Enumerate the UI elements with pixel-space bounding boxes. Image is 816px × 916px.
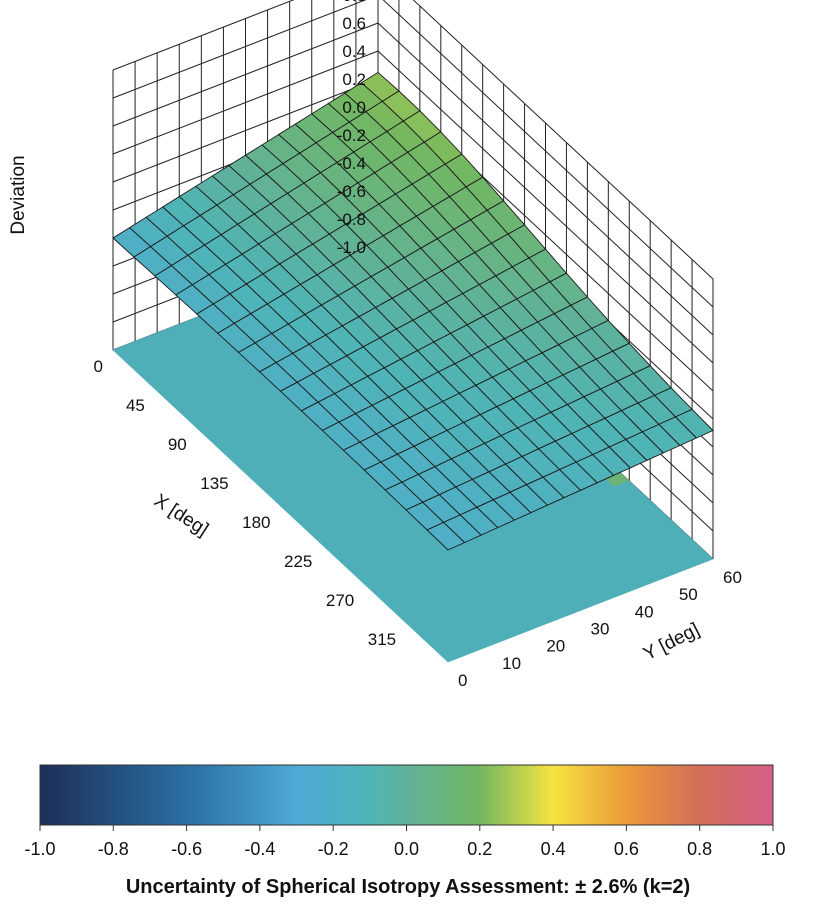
x-tick-label: 0 <box>94 357 103 376</box>
z-tick-label: -1.0 <box>337 238 366 257</box>
z-tick-label: 0.6 <box>342 14 366 33</box>
axis-ticks: 1.00.80.60.40.20.0-0.2-0.4-0.6-0.8-1.004… <box>94 0 742 690</box>
x-tick-label: 180 <box>242 513 270 532</box>
deviation-surface <box>112 71 714 551</box>
z-tick-label: 0.2 <box>342 70 366 89</box>
x-tick-label: 135 <box>200 474 228 493</box>
x-tick-label: 225 <box>284 552 312 571</box>
y-tick-label: 30 <box>591 620 610 639</box>
floor-cell <box>695 549 714 563</box>
colorbar-tick-label: 0.8 <box>687 839 712 859</box>
colorbar-tick-label: -0.4 <box>244 839 275 859</box>
z-axis-label: Deviation <box>8 155 29 234</box>
colorbar-tick-label: 0.0 <box>394 839 419 859</box>
colorbar-ticks: -1.0 -0.8 -0.6 -0.4 -0.2 0.0 0.2 0.4 0.6 0.8 1.0 <box>24 825 786 859</box>
colorbar-tick-label: 1.0 <box>760 839 785 859</box>
y-tick-label: 10 <box>502 654 521 673</box>
colorbar-tick-label: 0.4 <box>541 839 566 859</box>
x-tick-label: 270 <box>326 591 354 610</box>
y-axis-label: Y [deg] <box>640 619 703 665</box>
z-tick-label: -0.2 <box>337 126 366 145</box>
x-axis-label: X [deg] <box>150 490 212 540</box>
z-tick-label: -0.8 <box>337 210 366 229</box>
z-tick-label: 0.4 <box>342 42 366 61</box>
colorbar <box>39 764 774 826</box>
y-tick-label: 20 <box>546 637 565 656</box>
z-tick-label: 0.8 <box>342 0 366 5</box>
z-tick-label: 0.0 <box>342 98 366 117</box>
colorbar-tick-label: 0.6 <box>614 839 639 859</box>
colorbar-tick-label: -0.2 <box>318 839 349 859</box>
surface-patch <box>426 521 466 551</box>
colorbar-tick-label: -0.8 <box>98 839 129 859</box>
colorbar-caption: Uncertainty of Spherical Isotropy Assess… <box>126 876 690 898</box>
z-tick-label: -0.6 <box>337 182 366 201</box>
y-tick-label: 60 <box>723 568 742 587</box>
x-tick-label: 45 <box>126 396 145 415</box>
colorbar-tick-label: -1.0 <box>24 839 55 859</box>
colorbar-tick-label: 0.2 <box>467 839 492 859</box>
y-tick-label: 50 <box>679 585 698 604</box>
x-tick-label: 315 <box>368 630 396 649</box>
y-tick-label: 0 <box>458 671 467 690</box>
colorbar-tick-label: -0.6 <box>171 839 202 859</box>
z-tick-label: -0.4 <box>337 154 366 173</box>
x-tick-label: 90 <box>168 435 187 454</box>
y-tick-label: 40 <box>635 602 654 621</box>
